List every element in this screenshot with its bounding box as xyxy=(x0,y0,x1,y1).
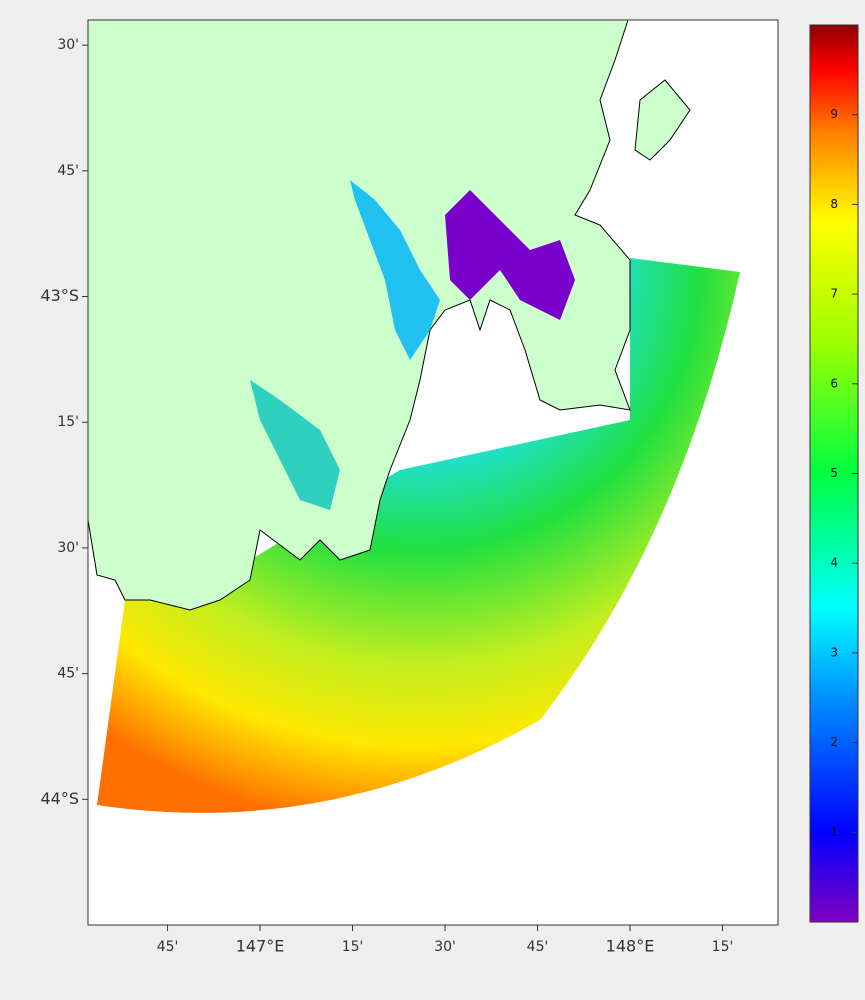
x-tick-label: 45' xyxy=(157,939,179,955)
colorbar-tick-label: 7 xyxy=(830,287,838,301)
channel xyxy=(250,380,340,510)
bay xyxy=(445,190,575,320)
x-tick-label: 45' xyxy=(527,939,549,955)
y-tick-label: 15' xyxy=(57,414,79,430)
land xyxy=(88,20,631,611)
x-tick-label: 30' xyxy=(434,939,456,955)
colorbar-tick-label: 8 xyxy=(830,197,838,211)
colorbar-ramp xyxy=(809,24,859,923)
island xyxy=(634,79,691,161)
colorbar-tick-label: 3 xyxy=(830,645,838,659)
colorbar-tick-label: 2 xyxy=(830,735,838,749)
x-tick-label: 148°E xyxy=(606,937,655,956)
x-tick-label: 15' xyxy=(712,939,734,955)
plot-frame xyxy=(87,19,779,926)
estuary xyxy=(350,180,440,360)
colorbar-tick-label: 6 xyxy=(830,376,838,390)
y-tick-label: 45' xyxy=(57,666,79,682)
y-tick-label: 44°S xyxy=(40,789,79,808)
model-sea xyxy=(97,258,740,813)
colorbar-tick-label: 5 xyxy=(830,466,838,480)
y-tick-label: 30' xyxy=(57,540,79,556)
y-tick-label: 43°S xyxy=(40,286,79,305)
x-tick-label: 15' xyxy=(342,939,364,955)
map-layers xyxy=(88,20,740,813)
colorbar: 1 2 3 4 5 6 7 8 9 xyxy=(809,24,859,923)
x-tick-label: 147°E xyxy=(236,937,285,956)
colorbar-tick-label: 1 xyxy=(830,825,838,839)
y-tick-label: 45' xyxy=(57,163,79,179)
colorbar-tick-label: 9 xyxy=(830,107,838,121)
y-tick-label: 30' xyxy=(57,37,79,53)
colorbar-tick-label: 4 xyxy=(830,556,838,570)
